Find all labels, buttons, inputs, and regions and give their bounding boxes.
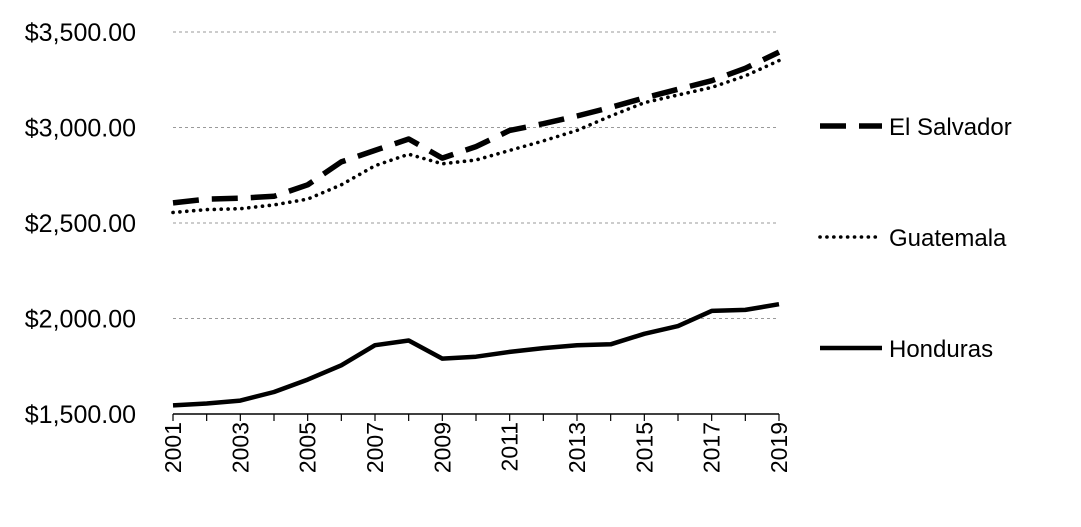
y-tick-label: $2,500.00 (25, 210, 136, 238)
legend-label-guatemala: Guatemala (889, 225, 1007, 252)
x-tick-label: 2003 (227, 422, 253, 473)
series-line-guatemala (171, 58, 781, 215)
x-tick-label: 2001 (160, 422, 186, 473)
gridlines (173, 31, 779, 319)
y-axis-tick-labels: $1,500.00 $2,000.00 $2,500.00 $3,000.00 $3,5… (25, 19, 136, 429)
y-tick-label: $3,500.00 (25, 19, 136, 47)
legend-label-honduras: Honduras (889, 336, 993, 363)
y-tick-label: $2,000.00 (25, 306, 136, 334)
series-line-honduras (172, 301, 780, 408)
series-lines (171, 49, 781, 408)
legend: El Salvador Guatemala Honduras (818, 114, 1012, 363)
y-tick-label: $1,500.00 (25, 401, 136, 429)
axes (172, 413, 780, 421)
x-tick-label: 2009 (429, 422, 455, 473)
x-tick-label: 2019 (766, 422, 792, 473)
x-tick-label: 2017 (699, 422, 725, 473)
x-tick-label: 2015 (631, 422, 657, 473)
x-tick-label: 2007 (362, 422, 388, 473)
x-tick-label: 2005 (295, 422, 321, 473)
x-axis-tick-labels: 2001 2003 2005 2007 2009 2011 2013 2015 2017 2019 (160, 422, 792, 473)
legend-label-el-salvador: El Salvador (889, 114, 1012, 141)
x-tick-label: 2011 (497, 422, 523, 471)
y-tick-label: $3,000.00 (25, 115, 136, 143)
series-line-el-salvador (172, 49, 781, 206)
x-tick-label: 2013 (564, 422, 590, 473)
